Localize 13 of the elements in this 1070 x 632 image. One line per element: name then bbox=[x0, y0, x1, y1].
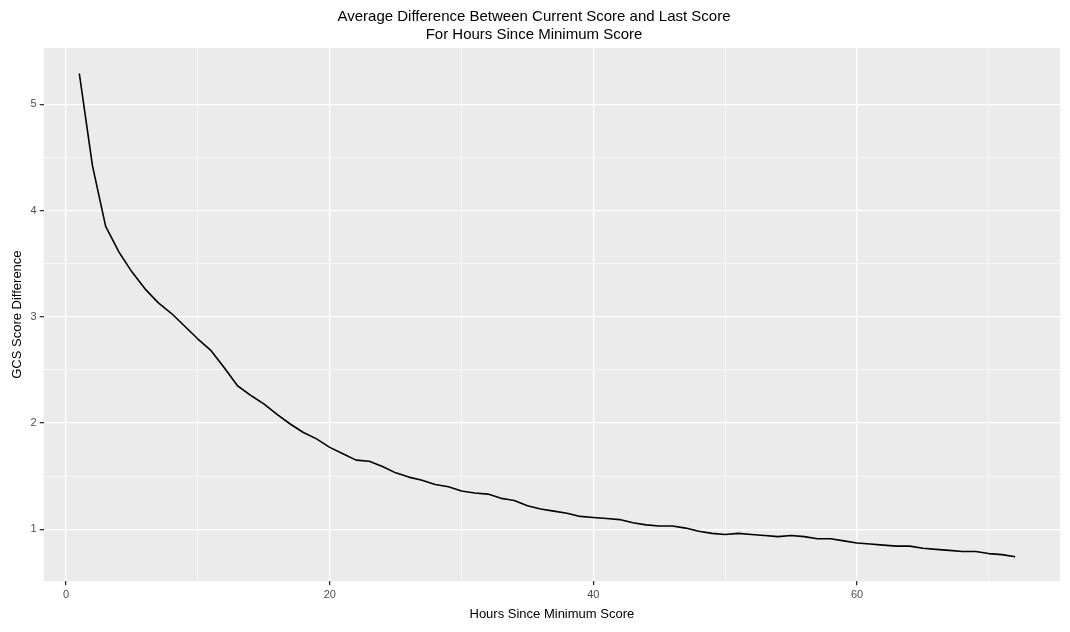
y-tick-label: 5 bbox=[30, 97, 37, 110]
y-tick-label: 3 bbox=[30, 309, 37, 322]
y-tick-label: 4 bbox=[30, 203, 37, 216]
chart-subtitle: For Hours Since Minimum Score bbox=[425, 25, 643, 43]
x-tick-label: 0 bbox=[63, 587, 70, 600]
x-axis-title: Hours Since Minimum Score bbox=[469, 605, 635, 621]
y-tick-label: 1 bbox=[30, 522, 37, 535]
chart-title: Average Difference Between Current Score and Last Score bbox=[337, 7, 731, 25]
y-axis-title: GCS Score Difference bbox=[9, 250, 25, 379]
x-tick-label: 20 bbox=[323, 587, 336, 600]
x-tick-label: 40 bbox=[587, 587, 600, 600]
y-tick-label: 2 bbox=[30, 415, 37, 428]
x-tick-label: 60 bbox=[850, 587, 864, 600]
